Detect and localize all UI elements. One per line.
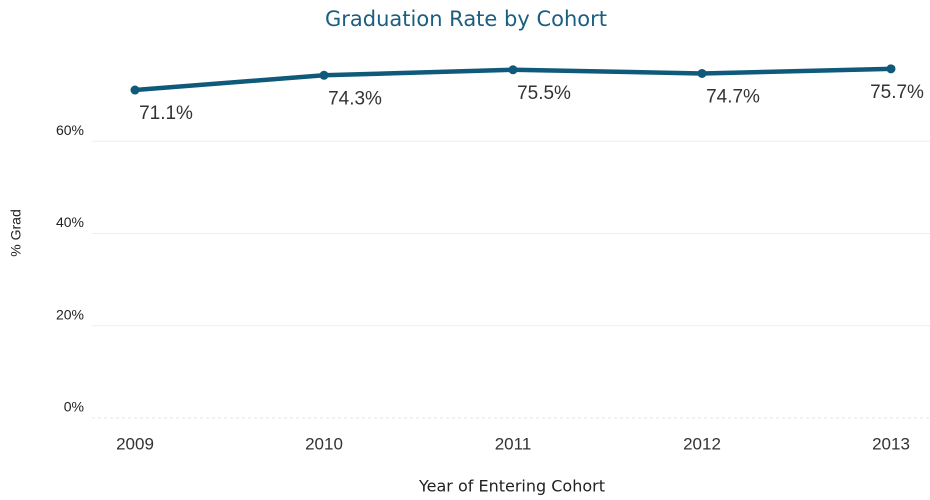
point xyxy=(319,70,329,80)
data-label: 74.3% xyxy=(328,88,382,109)
x-tick-label: 2011 xyxy=(495,434,532,453)
x-tick-label: 2013 xyxy=(872,434,910,453)
data-label: 75.7% xyxy=(870,82,924,103)
y-tick-label: 0% xyxy=(64,399,84,415)
point xyxy=(697,68,707,78)
data-label: 74.7% xyxy=(706,86,760,107)
data-label: 75.5% xyxy=(517,83,571,104)
y-axis-title: % Grad xyxy=(8,209,24,256)
y-tick-label: 20% xyxy=(56,306,84,322)
point xyxy=(886,64,896,74)
point xyxy=(508,65,518,75)
x-tick-label: 2009 xyxy=(116,434,154,453)
data-label: 71.1% xyxy=(139,103,193,124)
y-tick-label: 60% xyxy=(56,122,84,138)
x-tick-label: 2010 xyxy=(305,434,343,453)
point xyxy=(130,85,140,95)
y-tick-label: 40% xyxy=(56,214,84,230)
x-tick-label: 2012 xyxy=(683,434,721,453)
chart-title: Graduation Rate by Cohort xyxy=(325,7,607,31)
x-axis-title: Year of Entering Cohort xyxy=(418,477,605,496)
